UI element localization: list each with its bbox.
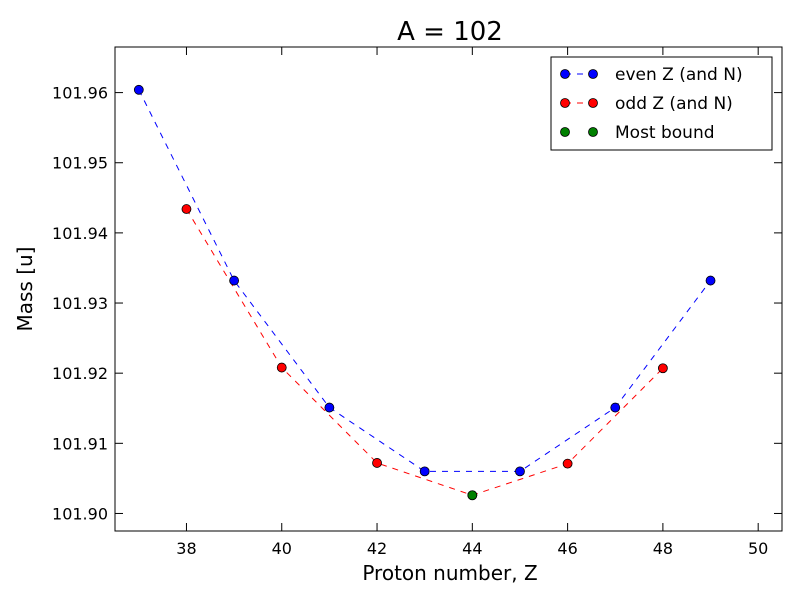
legend-box (550, 56, 773, 151)
data-point (324, 402, 335, 413)
data-point (705, 275, 716, 286)
data-point (562, 458, 573, 469)
data-point (467, 490, 478, 501)
data-point (276, 362, 287, 373)
y-axis-label: Mass [u] (13, 247, 37, 332)
data-point (133, 84, 144, 95)
x-tick-label: 44 (462, 539, 482, 558)
y-tick-label: 101.95 (52, 154, 108, 173)
legend-marker (588, 127, 598, 137)
legend-marker (588, 69, 598, 79)
x-tick-label: 46 (557, 539, 577, 558)
y-tick-label: 101.91 (52, 434, 108, 453)
x-tick-label: 42 (367, 539, 387, 558)
chart-title: A = 102 (397, 17, 503, 47)
x-tick-label: 50 (748, 539, 768, 558)
legend-marker (588, 98, 598, 108)
plot-frame (114, 46, 783, 532)
data-point (419, 466, 430, 477)
x-tick-label: 38 (176, 539, 196, 558)
plot-area: 38 40 42 44 46 48 50 101.90 101.91 101.92 101.93 10… (52, 46, 783, 558)
x-axis-label: Proton number, Z (362, 561, 537, 585)
legend-marker (560, 127, 570, 137)
legend: even Z (and N) odd Z (and N) Most bound (550, 56, 773, 151)
y-tick-label: 101.92 (52, 364, 108, 383)
y-tick-label: 101.96 (52, 84, 108, 103)
legend-marker (560, 98, 570, 108)
data-point (372, 458, 382, 468)
y-tick-label: 101.90 (52, 504, 108, 523)
data-point (610, 402, 621, 413)
y-tick-label: 101.93 (52, 294, 108, 313)
y-tick-label: 101.94 (52, 224, 108, 243)
series-line-1 (186, 208, 664, 496)
data-point (515, 466, 525, 477)
x-tick-label: 40 (272, 539, 292, 558)
data-point (657, 363, 668, 374)
legend-label: Most bound (615, 123, 715, 143)
data-point (181, 204, 192, 214)
legend-label: even Z (and N) (615, 65, 743, 85)
legend-marker (560, 69, 570, 79)
data-point (229, 275, 240, 286)
x-tick-label: 48 (653, 539, 673, 558)
legend-label: odd Z (and N) (615, 94, 733, 114)
